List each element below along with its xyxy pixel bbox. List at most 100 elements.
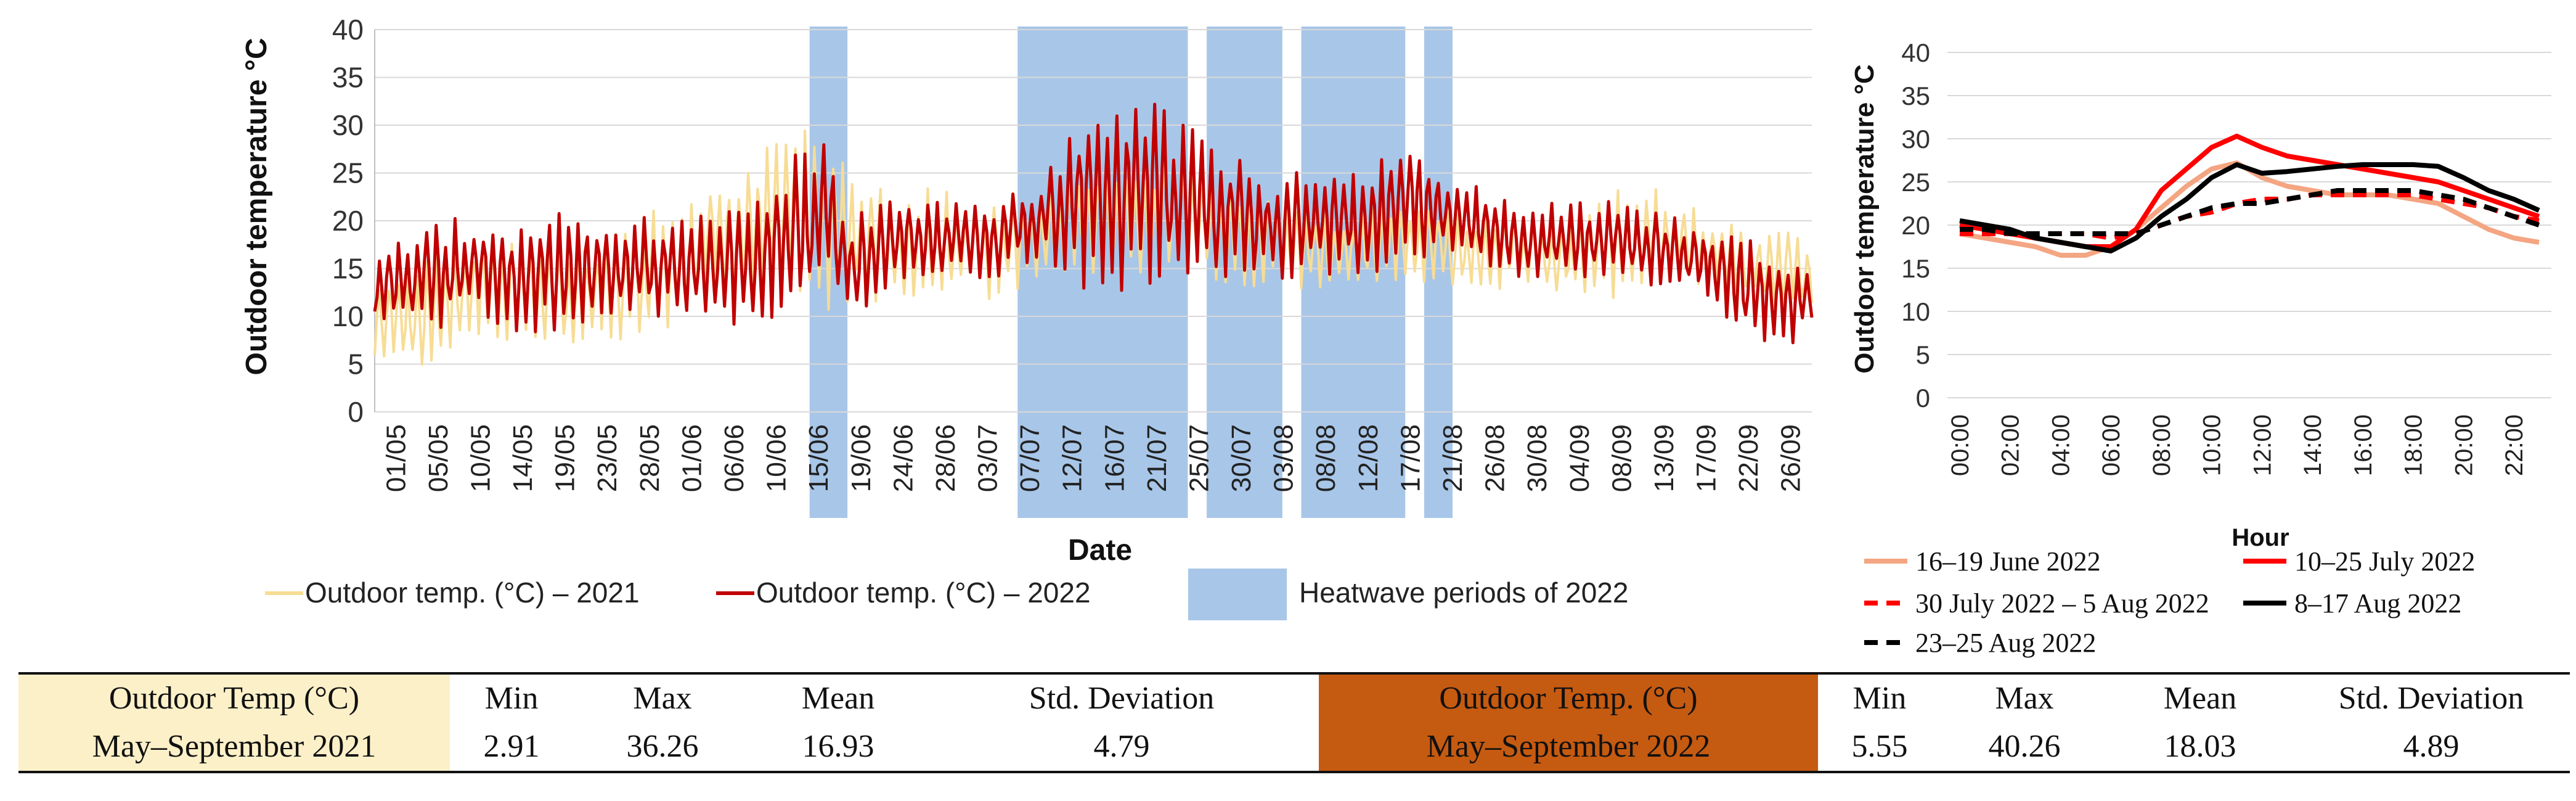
x-tick-label: 10/06 [762,424,792,492]
x-tick-label: 01/05 [381,424,411,492]
y-tick-label: 35 [332,62,364,94]
x-tick-label: 03/08 [1269,424,1299,492]
x-tick-label: 22:00 [2501,414,2528,476]
x-tick-label: 07/07 [1015,424,1045,492]
legend-label-jun16: 16–19 June 2022 [1915,546,2101,577]
x-tick-label: 06:00 [2098,414,2125,476]
x-tick-label: 20:00 [2450,414,2477,476]
x-tick-label: 17/08 [1395,424,1425,492]
series-line-jul10 [1959,133,2540,249]
y-tick-label: 40 [1901,38,1930,67]
y-tick-label: 10 [332,300,364,332]
x-tick-label: 12:00 [2249,414,2276,476]
left-y-tick-labels: 0 5 10 15 20 25 30 35 40 [332,14,364,428]
legend-label-heatwave: Heatwave periods of 2022 [1299,577,1628,609]
right-y-axis-label: Outdoor temperature °C [1849,64,1880,374]
y-tick-label: 15 [1901,254,1930,283]
x-tick-label: 24/06 [888,424,918,492]
x-tick-label: 28/06 [931,424,961,492]
y-tick-label: 0 [1916,384,1930,413]
table-cell: 5.55 [1818,723,1941,773]
y-tick-label: 20 [332,205,364,237]
x-tick-label: 23/05 [592,424,622,492]
left-series-lines [373,102,1814,366]
legend-label-aug23: 23–25 Aug 2022 [1915,628,2096,658]
x-tick-label: 01/06 [677,424,707,492]
table-row: Outdoor Temp (°C) Min Max Mean Std. Devi… [18,672,2570,723]
x-tick-label: 19/06 [846,424,876,492]
x-tick-label: 05/05 [423,424,454,492]
x-tick-label: 14/05 [508,424,538,492]
y-tick-label: 40 [332,14,364,46]
x-tick-label: 15/06 [804,424,834,492]
table-cell: Mean [752,672,924,723]
right-y-tick-labels: 0 5 10 15 20 25 30 35 40 [1901,38,1930,413]
table-cell: 16.93 [752,723,924,773]
table-cell: 4.79 [924,723,1319,773]
y-tick-label: 15 [332,253,364,285]
table-cell: 4.89 [2293,723,2570,773]
x-tick-label: 03/07 [973,424,1003,492]
x-tick-label: 13/09 [1649,424,1679,492]
x-tick-label: 30/08 [1522,424,1552,492]
table-cell: Mean [2108,672,2293,723]
x-tick-label: 22/09 [1734,424,1764,492]
table-cell: Max [1941,672,2108,723]
y-tick-label: 30 [332,109,364,141]
y-tick-label: 20 [1901,211,1930,240]
x-tick-label: 26/09 [1776,424,1806,492]
x-tick-label: 08/09 [1607,424,1637,492]
y-tick-label: 10 [1901,297,1930,326]
x-tick-label: 21/07 [1142,424,1172,492]
x-tick-label: 04:00 [2047,414,2074,476]
table-cell: May–September 2022 [1319,723,1818,773]
y-tick-label: 0 [348,396,364,428]
x-tick-label: 21/08 [1438,424,1468,492]
x-tick-label: 12/07 [1058,424,1088,492]
x-tick-label: 16:00 [2350,414,2377,476]
x-tick-label: 06/06 [719,424,749,492]
table-cell: Std. Deviation [2293,672,2570,723]
hourly-profile-chart: 0 5 10 15 20 25 30 35 40 00:00 02:00 04:00 06:00 08:… [1849,38,2551,658]
x-tick-label: 26/08 [1480,424,1510,492]
x-tick-label: 02:00 [1997,414,2024,476]
series-line-aug8 [1959,162,2540,253]
y-tick-label: 5 [348,348,364,380]
table-cell: Min [1818,672,1941,723]
series-line-aug23 [1960,188,2540,236]
left-y-axis-label: Outdoor temperature °C [240,38,273,375]
x-tick-label: 28/05 [635,424,665,492]
table-cell: Outdoor Temp (°C) [18,672,450,723]
legend-swatch-heatwave [1188,569,1287,620]
x-tick-label: 00:00 [1947,414,1974,476]
legend-label-jul10: 10–25 July 2022 [2294,546,2475,577]
right-legend: 16–19 June 2022 10–25 July 2022 30 July … [1864,546,2475,658]
table-cell: 2.91 [450,723,573,773]
legend-label-2022: Outdoor temp. (°C) – 2022 [756,577,1091,609]
table-cell: 40.26 [1941,723,2108,773]
table-cell: May–September 2021 [18,723,450,773]
right-gridlines [1947,52,2551,398]
x-tick-label: 14:00 [2299,414,2326,476]
legend-label-jul30: 30 July 2022 – 5 Aug 2022 [1915,588,2209,618]
x-tick-label: 25/07 [1184,424,1214,492]
y-tick-label: 25 [1901,168,1930,197]
x-tick-label: 10/05 [465,424,495,492]
legend-label-aug8: 8–17 Aug 2022 [2294,588,2461,618]
x-tick-label: 17/09 [1692,424,1722,492]
table-cell: Max [573,672,752,723]
x-tick-label: 10:00 [2199,414,2226,476]
right-series-lines [1959,133,2540,258]
temperature-stats-table: Outdoor Temp (°C) Min Max Mean Std. Devi… [18,672,2570,773]
table-row: May–September 2021 2.91 36.26 16.93 4.79… [18,723,2570,773]
x-tick-label: 30/07 [1226,424,1257,492]
x-tick-label: 19/05 [550,424,581,492]
table-cell: 18.03 [2108,723,2293,773]
table-cell: Std. Deviation [924,672,1319,723]
left-x-tick-labels: 01/05 05/05 10/05 14/05 19/05 23/05 28/05 01/06… [381,424,1806,492]
heatwave-band [1424,27,1453,518]
x-tick-label: 04/09 [1565,424,1595,492]
table-cell: Outdoor Temp. (°C) [1319,672,1818,723]
table-cell: Min [450,672,573,723]
y-tick-label: 5 [1916,340,1930,369]
